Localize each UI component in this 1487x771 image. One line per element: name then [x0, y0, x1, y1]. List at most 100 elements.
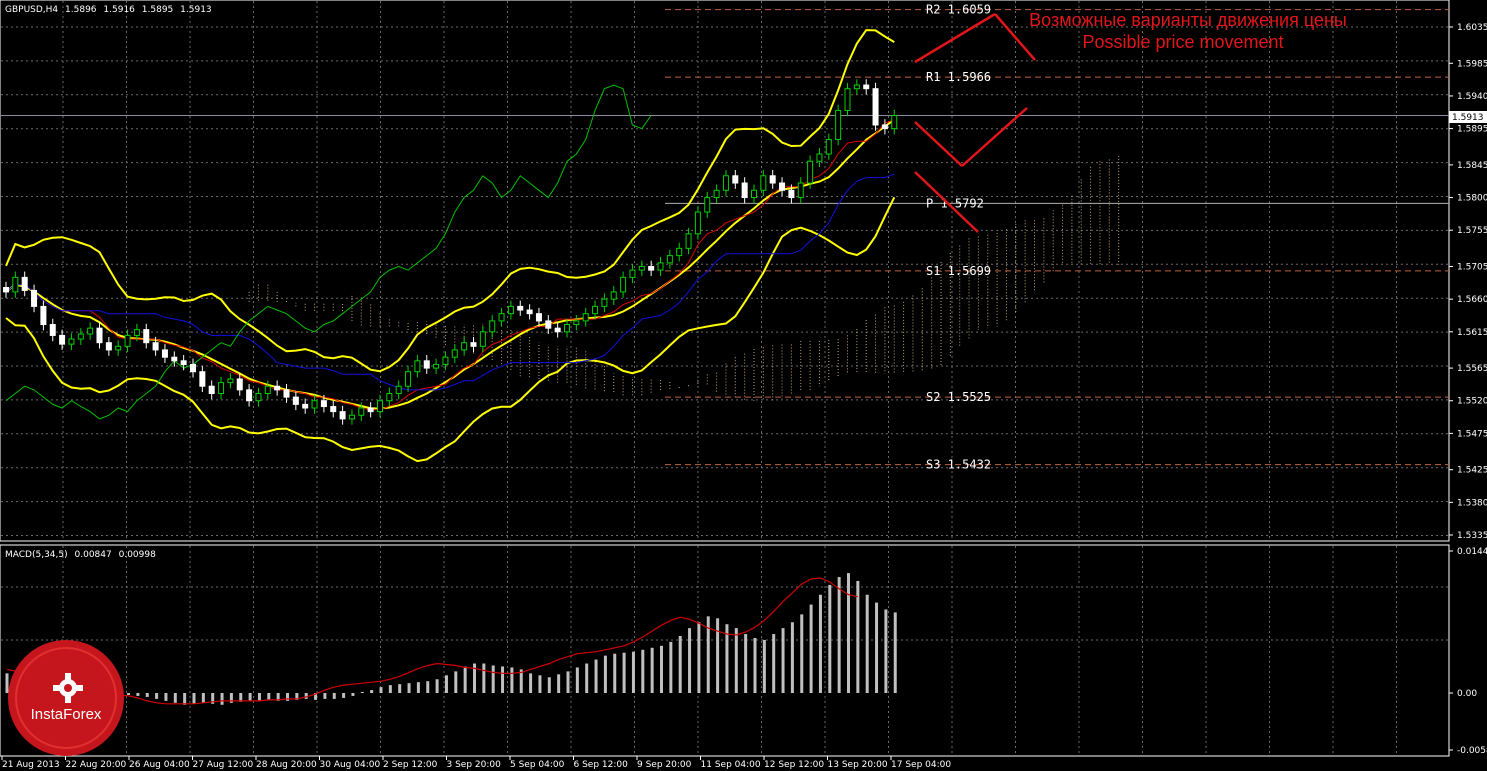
macd-bar — [772, 634, 776, 693]
candle-body — [592, 305, 599, 315]
candle-body — [68, 338, 75, 345]
pivot-label: S2 1.5525 — [926, 390, 991, 404]
candle-body — [124, 334, 131, 347]
candle-body — [517, 305, 524, 311]
grid — [1, 1, 1448, 755]
macd-bar — [688, 628, 692, 693]
price-tick-label: 1.5755 — [1457, 226, 1487, 236]
candle-body — [115, 345, 122, 351]
macd-bar — [276, 693, 280, 701]
macd-bar — [127, 693, 131, 695]
macd-bar — [145, 693, 149, 697]
macd-bar — [725, 624, 729, 693]
candle-body — [414, 360, 421, 373]
instaforex-logo: InstaForex — [8, 640, 124, 756]
forecast-segment — [914, 121, 963, 167]
macd-bar — [734, 628, 738, 693]
candle-body — [87, 327, 94, 335]
candle-body — [498, 313, 505, 322]
candle-body — [564, 324, 570, 333]
macd-bar — [660, 645, 663, 693]
candle-body — [872, 88, 879, 126]
macd-bar — [800, 614, 804, 693]
price-tick-label: 1.5845 — [1457, 161, 1487, 171]
macd-bar — [641, 649, 645, 693]
macd-bar — [416, 682, 420, 693]
candle-body — [386, 392, 393, 402]
macd-bar — [884, 609, 888, 693]
price-tick-label: 1.5335 — [1457, 531, 1487, 541]
time-tick-label: 6 Sep 12:00 — [574, 760, 629, 770]
time-tick-label: 2 Sep 12:00 — [383, 760, 438, 770]
macd-label: MACD(5,34,5) — [5, 550, 68, 560]
candle-body — [676, 247, 683, 257]
macd-bar — [575, 667, 579, 693]
macd-bar — [426, 681, 430, 693]
ichimoku-cloud — [248, 155, 1120, 401]
price-axis: 1.6035 1.5985 1.5940 1.5895 1.5845 1.5800 1.57… — [1449, 23, 1487, 756]
price-tick-label: 1.5565 — [1457, 364, 1487, 374]
time-tick-label: 28 Aug 20:00 — [256, 760, 317, 770]
candle-body — [741, 182, 748, 199]
candle-body — [769, 175, 776, 184]
macd-bar — [454, 671, 458, 693]
macd-bar — [847, 573, 850, 693]
price-tick-label: 1.5800 — [1457, 194, 1487, 204]
candle-body — [227, 378, 234, 384]
macd-bar — [594, 659, 598, 693]
price-tick-label: 1.5985 — [1457, 59, 1487, 69]
pivot-lines: R2 1.6059 R1 1.5966 P 1.5792 S1 1.5699 S2 1.… — [0, 3, 1449, 472]
candle-body — [779, 182, 786, 191]
candle-body — [881, 124, 888, 130]
logo-text: InstaForex — [31, 706, 102, 723]
macd-bar — [781, 628, 785, 693]
candle-body — [545, 320, 552, 329]
candle-body — [554, 327, 561, 333]
macd-bar — [538, 675, 542, 693]
chart-caption: GBPUSD,H4 1.5896 1.5916 1.5895 1.5913 — [5, 5, 212, 15]
candle-body — [208, 385, 215, 394]
candle-body — [853, 84, 860, 90]
candle-body — [49, 324, 56, 336]
candle-body — [339, 411, 346, 420]
tenkan-line — [5, 119, 895, 411]
macd-bar — [828, 584, 832, 693]
candle-body — [610, 291, 617, 300]
macd-bar — [856, 580, 860, 693]
price-tick-label: 1.5425 — [1457, 466, 1487, 476]
macd-bar — [706, 616, 710, 693]
macd-bar — [603, 655, 607, 693]
price-tick-label: 1.5705 — [1457, 262, 1487, 272]
macd-bar — [248, 693, 252, 701]
annotation-ru: Возможные варианты движения цены — [1029, 10, 1347, 30]
candle-body — [199, 371, 206, 387]
candles — [3, 79, 898, 425]
macd-bar — [678, 636, 682, 693]
forecast-segment — [914, 12, 996, 64]
candle-body — [788, 189, 795, 199]
candle-body — [133, 329, 140, 336]
candle-body — [797, 182, 804, 199]
macd-bar — [360, 692, 364, 694]
candle-body — [143, 329, 150, 344]
candle-body — [732, 175, 739, 184]
macd-bar — [566, 671, 570, 693]
macd-histogram — [5, 573, 897, 705]
time-tick-label: 27 Aug 12:00 — [193, 760, 254, 770]
candle-body — [704, 197, 711, 213]
macd-bar — [220, 693, 224, 705]
candle-body — [274, 385, 281, 391]
candle-body — [685, 233, 692, 249]
pivot-label: S3 1.5432 — [926, 458, 991, 472]
time-tick-label: 13 Sep 20:00 — [828, 760, 888, 770]
symbol-close: 1.5913 — [180, 5, 212, 15]
macd-bar — [267, 693, 271, 700]
candle-body — [31, 289, 38, 307]
pivot-label: R2 1.6059 — [926, 3, 991, 17]
price-tick-label: 1.6035 — [1457, 23, 1487, 33]
candle-body — [218, 382, 225, 394]
candle-body — [320, 400, 327, 408]
candle-body — [451, 349, 458, 358]
candle-body — [863, 84, 870, 90]
